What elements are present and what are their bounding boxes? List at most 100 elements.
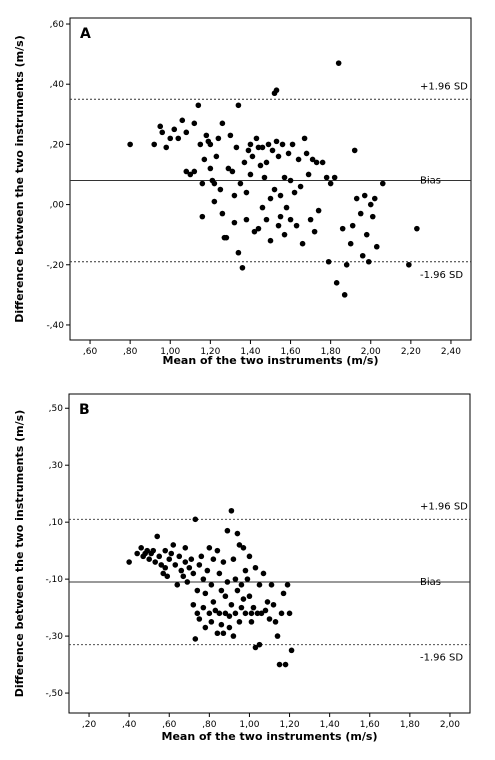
data-point <box>357 210 364 217</box>
x-tick-label: 2,00 <box>440 720 460 730</box>
data-point <box>204 567 211 574</box>
data-point <box>162 547 169 554</box>
data-point <box>184 579 191 585</box>
data-point <box>174 582 181 588</box>
data-point <box>271 186 278 193</box>
data-point <box>283 204 290 211</box>
data-point <box>270 601 277 608</box>
data-point <box>206 545 213 551</box>
data-point <box>207 165 214 172</box>
data-point <box>258 610 265 617</box>
data-point <box>305 171 312 178</box>
data-point <box>192 516 199 523</box>
data-point <box>276 661 283 668</box>
data-point <box>286 610 293 617</box>
data-point <box>207 141 214 148</box>
data-point <box>183 168 190 175</box>
data-point <box>211 198 218 205</box>
data-point <box>150 547 157 554</box>
data-point <box>227 132 234 139</box>
data-point <box>202 624 209 631</box>
data-point <box>180 573 187 580</box>
data-point <box>273 138 280 145</box>
data-point <box>281 231 288 238</box>
data-point <box>200 604 207 611</box>
data-point <box>198 553 205 560</box>
data-point <box>176 553 183 560</box>
data-point <box>216 570 223 577</box>
lower-limit-label: -1.96 SD <box>420 653 463 664</box>
data-point <box>256 582 263 588</box>
data-point <box>273 87 280 94</box>
data-point <box>235 249 242 256</box>
data-point <box>218 587 225 594</box>
data-point <box>262 607 269 614</box>
data-point <box>234 530 241 537</box>
data-point <box>126 559 132 565</box>
data-point <box>208 619 215 625</box>
data-point <box>361 192 368 199</box>
panel-letter: B <box>79 402 90 418</box>
upper-limit-label: +1.96 SD <box>420 501 468 512</box>
data-point <box>406 261 412 268</box>
y-axis-title: Difference between the two instruments (… <box>13 410 26 697</box>
data-point <box>186 564 193 571</box>
data-point <box>347 240 354 247</box>
data-point <box>272 619 279 625</box>
data-point <box>367 201 374 208</box>
data-point <box>171 126 178 133</box>
data-point <box>159 129 166 136</box>
data-point <box>172 562 179 568</box>
x-tick-label: 1,40 <box>320 720 340 730</box>
data-point <box>280 590 287 597</box>
data-point <box>259 204 266 211</box>
bias-label: Bias <box>420 176 441 187</box>
data-point <box>264 599 271 605</box>
data-point <box>179 117 186 124</box>
data-point <box>339 225 346 232</box>
data-point <box>162 564 169 571</box>
data-point <box>414 225 420 232</box>
data-point <box>230 556 237 562</box>
data-point <box>235 102 242 109</box>
data-point <box>285 150 292 157</box>
data-point <box>242 567 249 574</box>
data-point <box>341 292 348 298</box>
data-point <box>223 234 230 241</box>
data-point <box>127 141 133 148</box>
x-tick-label: 1,60 <box>281 347 301 357</box>
chart-panel-b: ,20 ,40 ,60 ,80 1,00 1,20 1,40 1,60 1,80 2,00 ,50,… <box>13 393 471 743</box>
data-point <box>201 156 208 163</box>
data-point <box>182 559 189 565</box>
x-tick-label: ,20 <box>82 720 97 730</box>
data-point <box>243 189 250 196</box>
data-point <box>246 553 253 560</box>
data-point <box>353 195 360 202</box>
data-point <box>331 174 338 181</box>
x-tick-label: 1,20 <box>280 720 300 730</box>
data-point <box>160 570 167 577</box>
data-point <box>212 607 219 614</box>
x-tick-label: 1,40 <box>240 347 260 357</box>
data-point <box>261 174 268 181</box>
data-point <box>203 132 210 139</box>
data-point <box>199 180 206 187</box>
data-point <box>259 144 266 151</box>
data-point <box>157 123 164 130</box>
data-point <box>293 222 300 229</box>
data-point <box>282 661 289 668</box>
y-tick-label: -,20 <box>46 261 64 271</box>
data-point <box>247 171 254 178</box>
data-point <box>195 102 202 109</box>
data-point <box>219 120 226 127</box>
data-point <box>192 636 199 642</box>
data-point <box>249 153 256 160</box>
data-point <box>196 562 203 568</box>
data-point <box>267 195 274 202</box>
data-point <box>211 180 218 187</box>
y-tick-label: ,30 <box>49 461 64 471</box>
data-point <box>379 180 386 187</box>
x-tick-label: ,60 <box>162 720 177 730</box>
x-tick-label: 1,80 <box>321 347 341 357</box>
